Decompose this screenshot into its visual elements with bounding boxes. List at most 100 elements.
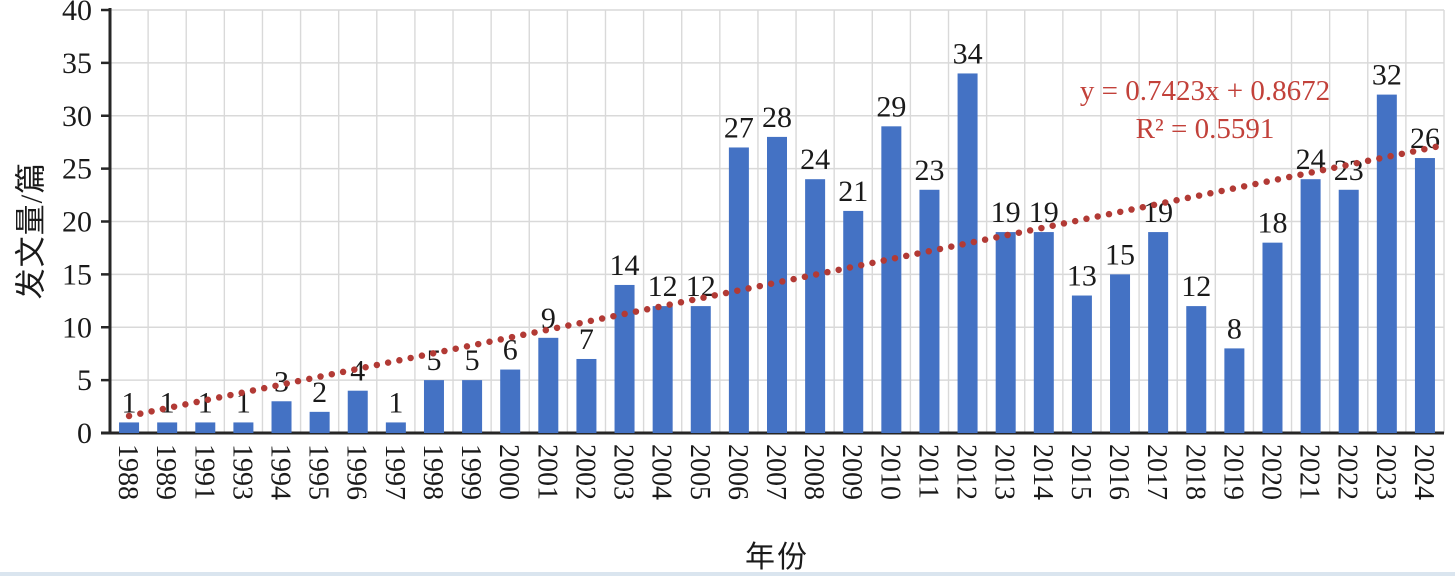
y-tick-label: 5 bbox=[77, 364, 92, 397]
bar bbox=[195, 422, 216, 433]
x-tick-label: 1998 bbox=[417, 444, 448, 500]
bar bbox=[1186, 306, 1207, 433]
x-tick-label: 2006 bbox=[722, 444, 753, 500]
x-tick-label: 2012 bbox=[951, 444, 982, 500]
x-tick-label: 2014 bbox=[1027, 444, 1058, 500]
bar bbox=[957, 73, 978, 433]
trendline-r2-label: R² = 0.5591 bbox=[1135, 113, 1275, 145]
bar bbox=[995, 232, 1016, 433]
y-axis-title: 发文量/篇 bbox=[13, 161, 49, 300]
bar bbox=[157, 422, 178, 433]
bar bbox=[843, 210, 864, 433]
bar bbox=[309, 411, 330, 433]
bar-value-label: 8 bbox=[1227, 312, 1242, 345]
y-tick-label: 10 bbox=[62, 311, 92, 344]
trendline bbox=[125, 143, 1440, 420]
bar bbox=[1300, 179, 1321, 433]
bar bbox=[767, 136, 787, 433]
y-tick-label: 35 bbox=[62, 47, 92, 80]
bar bbox=[423, 380, 444, 433]
y-tick-label: 20 bbox=[62, 206, 92, 239]
page-divider bbox=[0, 572, 1455, 576]
bar-value-label: 34 bbox=[953, 37, 983, 70]
bar bbox=[1071, 295, 1092, 433]
bar-value-label: 23 bbox=[1334, 154, 1364, 187]
bar-value-label: 21 bbox=[838, 175, 868, 208]
bar bbox=[881, 126, 902, 433]
bar bbox=[1110, 274, 1131, 433]
bar bbox=[1414, 158, 1435, 434]
x-axis-title: 年份 bbox=[745, 541, 809, 574]
bar bbox=[1033, 232, 1054, 433]
x-tick-label: 2019 bbox=[1217, 444, 1248, 500]
y-tick-label: 25 bbox=[62, 153, 92, 186]
bar-value-label: 1 bbox=[198, 386, 213, 419]
x-tick-label: 2018 bbox=[1179, 444, 1210, 500]
x-tick-label: 2009 bbox=[836, 444, 867, 500]
bar bbox=[576, 358, 597, 433]
bar bbox=[690, 306, 711, 433]
x-tick-label: 2017 bbox=[1141, 444, 1172, 500]
y-tick-label: 30 bbox=[62, 100, 92, 133]
bar-value-label: 1 bbox=[160, 386, 175, 419]
bar-value-label: 6 bbox=[503, 334, 518, 367]
x-tick-label: 1993 bbox=[226, 444, 257, 500]
bar-value-label: 5 bbox=[426, 344, 441, 377]
x-tick-label: 1991 bbox=[188, 444, 219, 500]
bar-value-label: 29 bbox=[876, 90, 906, 123]
bar-value-label: 32 bbox=[1372, 59, 1402, 92]
bar bbox=[233, 422, 254, 433]
bar-value-label: 19 bbox=[991, 196, 1021, 229]
bar-value-label: 28 bbox=[762, 101, 792, 134]
bar-value-label: 15 bbox=[1105, 238, 1135, 271]
bar-value-label: 14 bbox=[610, 249, 640, 282]
bar bbox=[1338, 189, 1359, 433]
x-tick-label: 2020 bbox=[1255, 444, 1286, 500]
x-tick-label: 2011 bbox=[912, 444, 943, 499]
x-tick-label: 2008 bbox=[798, 444, 829, 500]
bar-value-label: 13 bbox=[1067, 260, 1097, 293]
bar-value-label: 12 bbox=[648, 270, 678, 303]
x-tick-label: 2015 bbox=[1065, 444, 1096, 500]
bar-value-label: 2 bbox=[312, 376, 327, 409]
bar bbox=[919, 189, 940, 433]
bar bbox=[1224, 348, 1245, 433]
x-tick-label: 2010 bbox=[874, 444, 905, 500]
x-tick-label: 1999 bbox=[455, 444, 486, 500]
bar-value-label: 19 bbox=[1143, 196, 1173, 229]
x-tick-label: 1988 bbox=[112, 444, 143, 500]
bar-value-label: 9 bbox=[541, 302, 556, 335]
bar-value-label: 27 bbox=[724, 111, 754, 144]
x-tick-label: 2013 bbox=[989, 444, 1020, 500]
bar-value-label: 24 bbox=[800, 143, 830, 176]
bar-value-label: 18 bbox=[1257, 207, 1287, 240]
x-tick-label: 2004 bbox=[646, 444, 677, 500]
x-tick-label: 1989 bbox=[150, 444, 181, 500]
trendline-equation-block: y = 0.7423x + 0.8672 R² = 0.5591 bbox=[1020, 72, 1390, 148]
bar-value-label: 12 bbox=[1181, 270, 1211, 303]
bar bbox=[1262, 242, 1283, 433]
bar-value-label: 7 bbox=[579, 323, 594, 356]
bar-value-label: 3 bbox=[274, 365, 289, 398]
bar bbox=[271, 401, 292, 433]
bar bbox=[1376, 94, 1397, 433]
x-tick-label: 2016 bbox=[1103, 444, 1134, 500]
bar bbox=[538, 337, 559, 433]
x-tick-label: 2024 bbox=[1408, 444, 1439, 500]
bar bbox=[805, 179, 826, 433]
bar-value-label: 1 bbox=[122, 386, 137, 419]
x-tick-label: 1994 bbox=[265, 444, 296, 500]
bar bbox=[462, 380, 483, 433]
bar-value-label: 1 bbox=[388, 386, 403, 419]
trendline-equation-label: y = 0.7423x + 0.8672 bbox=[1079, 75, 1331, 107]
x-tick-label: 2023 bbox=[1370, 444, 1401, 500]
x-tick-label: 2000 bbox=[493, 444, 524, 500]
x-tick-label: 2003 bbox=[608, 444, 639, 500]
x-tick-label: 1997 bbox=[379, 444, 410, 500]
bar bbox=[652, 306, 673, 433]
x-tick-label: 2007 bbox=[760, 444, 791, 500]
bar bbox=[385, 422, 406, 433]
x-tick-label: 2001 bbox=[531, 444, 562, 500]
bar bbox=[347, 390, 368, 433]
